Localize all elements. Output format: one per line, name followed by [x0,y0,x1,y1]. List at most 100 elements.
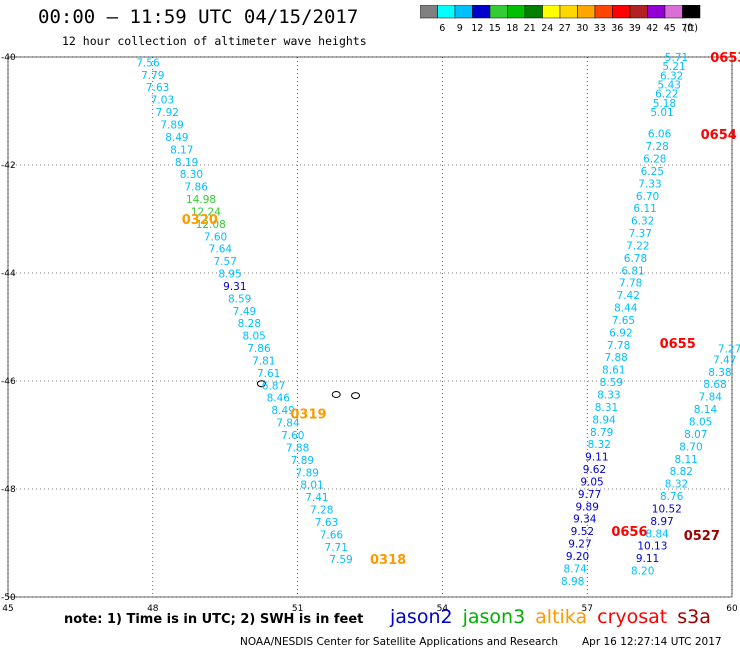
wave-height-value: 6.28 [643,154,666,166]
wave-height-value: 6.11 [633,203,656,215]
wave-height-value: 8.33 [597,390,620,402]
wave-height-value: 7.81 [252,355,275,367]
wave-height-value: 7.59 [329,554,352,566]
wave-height-value: 8.32 [665,479,688,491]
page-subtitle: 12 hour collection of altimeter wave hei… [62,34,367,48]
wave-height-value: 8.98 [561,576,584,588]
wave-height-value: 7.84 [276,418,300,430]
wave-height-value: 8.44 [614,303,638,315]
page-title: 00:00 – 11:59 UTC 04/15/2017 [38,6,359,28]
color-scale-tick: 70 [681,23,693,34]
wave-height-value: 10.52 [652,503,682,515]
wave-height-value: 8.01 [300,480,323,492]
generated-timestamp: Apr 16 12:27:14 UTC 2017 [582,636,722,648]
wave-height-value: 7.28 [645,141,668,153]
wave-height-value: 9.62 [583,464,606,476]
wave-height-value: 8.30 [180,169,203,181]
wave-height-value: 6.25 [641,166,664,178]
pass-time-label: 0320 [182,213,218,228]
wave-height-value: 8.38 [708,367,731,379]
color-scale-tick: 12 [471,23,483,34]
wave-height-value: 5.21 [662,61,685,73]
plot-frame [7,56,733,598]
wave-height-value: 8.05 [242,331,265,343]
wave-height-value: 7.61 [257,368,280,380]
wave-height-value: 6.81 [621,265,644,277]
legend-item-s3a: s3a [677,606,711,628]
wave-height-value: 5.71 [665,52,688,64]
legend-item-jason3: jason3 [462,606,526,628]
pass-time-label: 0656 [611,525,647,540]
pass-time-label: 0653 [710,51,740,66]
pass-time-label: 0318 [370,553,406,568]
wave-height-value: 7.57 [214,256,237,268]
wave-height-value: 8.59 [600,377,623,389]
wave-height-value: 9.11 [585,452,608,464]
wave-height-value: 7.47 [713,354,736,366]
wave-height-value: 7.60 [281,430,304,442]
wave-height-value: 6.92 [609,327,632,339]
y-tick-label: -48 [1,485,16,495]
color-scale-swatch [682,5,701,19]
wave-height-value: 7.71 [325,542,348,554]
legend-item-jason2: jason2 [390,606,453,628]
color-scale-tick: 15 [489,23,501,34]
wave-height-value: 7.78 [607,340,630,352]
color-scale: 6 9 12 15 18 21 24 27 30 33 36 39 42 45 70(ft) [420,5,701,34]
wave-height-value: 8.94 [592,414,616,426]
wave-height-value: 8.20 [631,566,654,578]
wave-height-value: 8.11 [674,454,697,466]
legend-item-altika: altika [535,606,588,628]
wave-height-value: 7.41 [305,492,328,504]
wave-height-value: 8.05 [689,417,712,429]
color-scale-tick: 27 [559,23,571,34]
wave-height-value: 8.76 [660,491,684,503]
wave-height-value: 8.19 [175,157,198,169]
wave-height-value: 7.86 [247,343,271,355]
wave-height-value: 7.79 [141,70,164,82]
footer-credit: NOAA/NESDIS Center for Satellite Applica… [240,636,558,648]
x-tick-label: 57 [581,604,592,614]
color-scale-tick: 42 [646,23,658,34]
y-tick-label: -40 [1,53,16,63]
color-scale-tick: 21 [524,23,536,34]
wave-height-value: 9.34 [573,514,597,526]
wave-height-value: 7.89 [291,455,314,467]
island-outline [351,392,361,400]
wave-height-value: 14.98 [186,194,216,206]
wave-height-value: 7.64 [209,244,233,256]
wave-height-value: 9.52 [571,526,594,538]
x-tick-label: 45 [2,604,13,614]
wave-height-value: 8.32 [588,439,611,451]
wave-height-value: 9.11 [636,553,659,565]
wave-height-value: 7.56 [136,57,160,69]
wave-height-value: 9.31 [223,281,246,293]
wave-height-value: 8.70 [679,441,702,453]
wave-height-value: 7.88 [604,352,627,364]
wave-height-value: 7.78 [619,278,642,290]
wave-height-value: 7.89 [296,467,319,479]
pass-time-label: 0527 [684,529,720,544]
wave-height-value: 7.66 [320,529,344,541]
wave-height-value: 12.24 [191,206,221,218]
color-scale-tick: 30 [576,23,588,34]
wave-height-value: 8.07 [684,429,707,441]
wave-height-value: 8.46 [267,393,291,405]
wave-height-value: 5.18 [653,98,676,110]
color-scale-tick: 18 [506,23,518,34]
wave-height-value: 7.28 [310,505,333,517]
wave-height-value: 7.89 [160,120,183,132]
color-scale-tick: 9 [457,23,463,34]
wave-height-value: 7.27 [718,344,740,356]
wave-height-value: 5.43 [658,80,681,92]
wave-height-value: 7.60 [204,231,227,243]
chart-note: note: 1) Time is in UTC; 2) SWH is in fe… [64,612,364,627]
color-scale-tick: 6 [439,23,445,34]
wave-height-value: 9.05 [580,476,603,488]
wave-height-value: 8.14 [694,404,718,416]
wave-height-value: 8.61 [602,365,625,377]
wave-height-value: 8.95 [218,269,241,281]
wave-height-value: 6.22 [655,89,678,101]
x-tick-label: 48 [147,604,159,614]
